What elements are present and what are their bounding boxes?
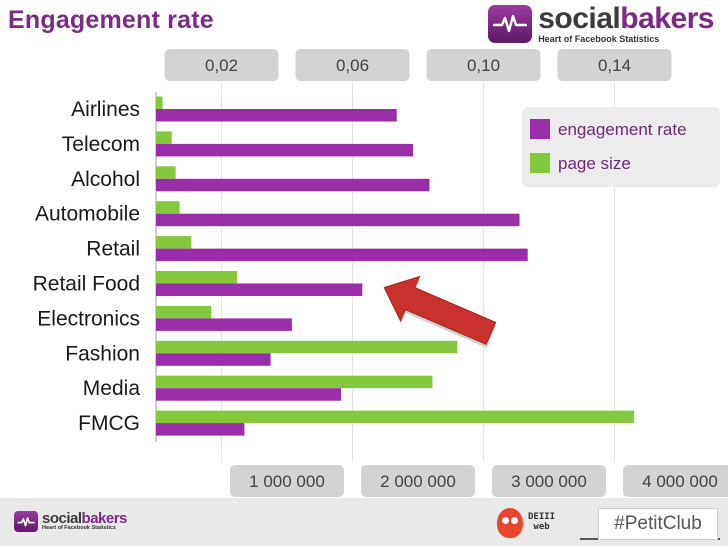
annotation-arrow (383, 275, 497, 348)
category-label: Automobile (35, 203, 140, 226)
legend-label: page size (558, 154, 631, 173)
footer-heartbeat-icon (14, 511, 38, 532)
bar-engagement-rate (156, 248, 528, 262)
bar-engagement-rate (156, 423, 245, 436)
brand-tagline: Heart of Facebook Statistics (538, 34, 660, 44)
bottom-tick-bg (492, 465, 606, 497)
bottom-tick: 2 000 000 (361, 465, 475, 497)
top-tick-label: 0,10 (467, 56, 500, 75)
page-title: Engagement rate (8, 6, 214, 34)
bar-engagement-rate (156, 388, 342, 401)
bar-engagement-rate (156, 143, 414, 157)
bar-page-size (156, 340, 458, 354)
footer-brand-social: social (42, 510, 82, 528)
top-tick-bg (164, 49, 279, 81)
category-label: Retail Food (33, 273, 140, 296)
bar-page-size (156, 96, 163, 109)
arrow-shape (383, 275, 497, 346)
hashtag-badge: #PetitClub (598, 508, 718, 540)
bars (156, 96, 635, 436)
bottom-tick-label: 1 000 000 (249, 472, 325, 491)
category-label: Electronics (37, 307, 140, 330)
partner-line-1: DEIII (528, 512, 556, 523)
bottom-tick-label: 3 000 000 (511, 472, 587, 491)
legend-swatch (530, 119, 550, 139)
top-tick-bg (295, 49, 410, 81)
bar-page-size (156, 375, 433, 389)
bar-engagement-rate (156, 283, 363, 296)
mascot-icon (497, 508, 523, 538)
footer-socialbakers-logo: socialbakers Heart of Facebook Statistic… (14, 511, 127, 532)
bar-page-size (156, 236, 192, 249)
bottom-tick-bg (361, 465, 475, 497)
footer-brand-bakers: bakers (81, 510, 128, 528)
brand-name-bakers: bakers (620, 2, 714, 35)
category-labels: Airlines Telecom Alcohol Automobile Retail Re… (33, 98, 141, 435)
category-label: Fashion (65, 342, 140, 365)
top-axis: 0,02 0,06 0,10 0,14 (164, 49, 672, 81)
category-label: Alcohol (71, 168, 140, 191)
category-label: Telecom (62, 133, 140, 156)
bar-page-size (156, 201, 180, 214)
category-label: Airlines (71, 98, 140, 121)
partner-logo: DEIII web (497, 506, 577, 540)
category-label: FMCG (78, 412, 140, 435)
bottom-tick: 4 000 000 (623, 465, 728, 497)
bar-page-size (156, 305, 212, 319)
top-tick: 0,14 (557, 49, 672, 81)
bar-engagement-rate (156, 318, 292, 331)
top-tick-label: 0,06 (336, 56, 369, 75)
socialbakers-logo: socialbakers Heart of Facebook Statistic… (488, 4, 714, 44)
bar-page-size (156, 131, 172, 144)
bottom-tick-label: 4 000 000 (642, 472, 718, 491)
legend-swatch (530, 153, 550, 173)
legend-label: engagement rate (558, 120, 687, 139)
bottom-tick-bg (230, 465, 344, 497)
bar-page-size (156, 271, 238, 284)
partner-line-2: web (533, 522, 550, 532)
category-label: Media (83, 377, 141, 400)
bar-engagement-rate (156, 213, 520, 227)
bar-engagement-rate (156, 353, 271, 366)
bottom-tick-label: 2 000 000 (380, 472, 456, 491)
bottom-tick-bg (623, 465, 728, 497)
legend-box (522, 107, 720, 187)
brand-name-social: social (538, 2, 621, 35)
bottom-axis: 1 000 000 2 000 000 3 000 000 4 000 000 (230, 465, 728, 497)
top-tick: 0,06 (295, 49, 410, 81)
bar-engagement-rate (156, 178, 430, 192)
top-tick-bg (557, 49, 672, 81)
bar-page-size (156, 166, 176, 179)
top-tick-label: 0,14 (598, 56, 631, 75)
category-label: Retail (86, 238, 140, 261)
bottom-tick: 3 000 000 (492, 465, 606, 497)
top-tick: 0,10 (426, 49, 541, 81)
top-tick-label: 0,02 (205, 56, 238, 75)
heartbeat-icon (488, 5, 533, 43)
bar-page-size (156, 410, 635, 424)
footer-brand-tagline: Heart of Facebook Statistics (42, 525, 116, 532)
bottom-tick: 1 000 000 (230, 465, 344, 497)
top-tick: 0,02 (164, 49, 279, 81)
bar-engagement-rate (156, 109, 397, 122)
top-tick-bg (426, 49, 541, 81)
legend: engagement rate page size (522, 107, 720, 187)
